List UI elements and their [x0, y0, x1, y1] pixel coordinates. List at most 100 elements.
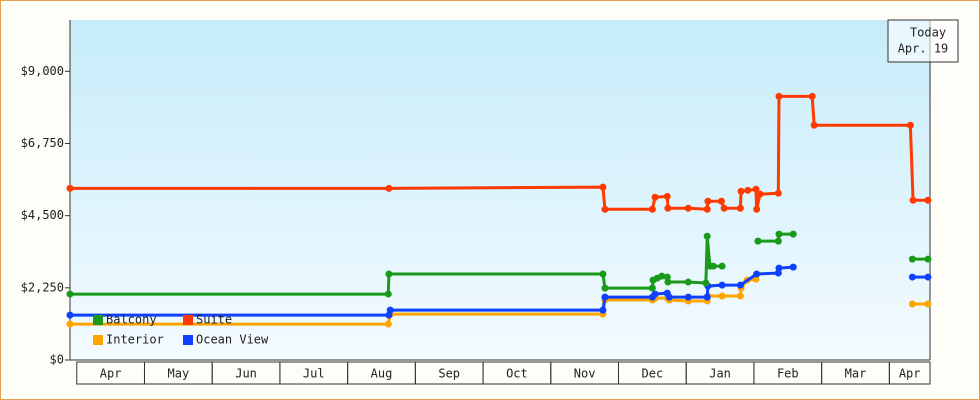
point: [906, 121, 914, 129]
x-tick-label: Sep: [438, 367, 460, 381]
series-line: [758, 232, 794, 243]
point: [744, 186, 752, 194]
series-line: [70, 265, 794, 317]
legend-label: Suite: [196, 313, 232, 327]
point: [384, 320, 392, 328]
point: [709, 262, 717, 270]
legend-swatch: [93, 315, 103, 325]
legend-label: Balcony: [106, 313, 157, 327]
point: [924, 196, 932, 204]
point: [601, 284, 609, 292]
point: [924, 300, 932, 308]
point: [703, 232, 711, 240]
point: [66, 311, 74, 319]
point: [385, 270, 393, 278]
x-tick-label: Jan: [709, 367, 731, 381]
point: [663, 192, 671, 200]
x-tick-label: Jun: [235, 367, 257, 381]
point: [684, 204, 692, 212]
point: [648, 205, 656, 213]
point: [810, 121, 818, 129]
point: [789, 230, 797, 238]
point: [718, 262, 726, 270]
point: [658, 272, 666, 280]
point: [384, 290, 392, 298]
point: [756, 190, 764, 198]
annotation-box: [887, 19, 959, 63]
point: [789, 263, 797, 271]
legend-swatch: [93, 335, 103, 345]
point: [736, 281, 744, 289]
point: [720, 204, 728, 212]
point: [736, 204, 744, 212]
point: [664, 204, 672, 212]
legend-swatch: [183, 335, 193, 345]
legend-label: Ocean View: [196, 333, 269, 347]
point: [66, 320, 74, 328]
today-box: Today Apr. 19: [887, 19, 959, 63]
point: [753, 205, 761, 213]
series-group: [66, 92, 932, 328]
point: [924, 273, 932, 281]
legend-swatch: [183, 315, 193, 325]
point: [599, 183, 607, 191]
plot-area: [70, 20, 930, 360]
point: [908, 300, 916, 308]
point: [909, 196, 917, 204]
point: [718, 281, 726, 289]
point: [774, 237, 782, 245]
point: [737, 187, 745, 195]
annotation: Apr. 19: [898, 42, 949, 56]
x-tick-label: Mar: [845, 367, 867, 381]
annotation: Today: [910, 26, 946, 40]
point: [651, 193, 659, 201]
point: [703, 205, 711, 213]
legend: Balcony Suite Interior Ocean View: [93, 313, 269, 347]
x-tick-label: Feb: [777, 367, 799, 381]
point: [704, 197, 712, 205]
point: [717, 197, 725, 205]
y-tick-label: $9,000: [21, 64, 64, 78]
point: [648, 284, 656, 292]
point: [684, 293, 692, 301]
y-tick-label: $0: [50, 353, 64, 367]
point: [908, 255, 916, 263]
point: [684, 278, 692, 286]
point: [736, 292, 744, 300]
point: [908, 273, 916, 281]
y-tick-label: $4,500: [21, 208, 64, 222]
point: [665, 293, 673, 301]
point: [702, 279, 710, 287]
y-tick-label: $6,750: [21, 136, 64, 150]
point: [753, 270, 761, 278]
point: [774, 189, 782, 197]
legend-label: Interior: [106, 333, 164, 347]
point: [66, 184, 74, 192]
point: [754, 237, 762, 245]
y-tick-label: $2,250: [21, 280, 64, 294]
point: [599, 306, 607, 314]
point: [385, 184, 393, 192]
x-tick-label: Apr: [899, 367, 921, 381]
x-tick-label: Nov: [574, 367, 596, 381]
month-box: [888, 361, 931, 385]
x-tick-label: Jul: [303, 367, 325, 381]
point: [808, 92, 816, 100]
x-tick-label: Dec: [642, 367, 664, 381]
point: [664, 278, 672, 286]
x-tick-label: Apr: [100, 367, 122, 381]
x-tick-label: Oct: [506, 367, 528, 381]
point: [718, 292, 726, 300]
point: [752, 185, 760, 193]
point: [599, 270, 607, 278]
point: [651, 290, 659, 298]
point: [775, 230, 783, 238]
point: [386, 306, 394, 314]
point: [703, 293, 711, 301]
point: [924, 255, 932, 263]
point: [775, 92, 783, 100]
point: [66, 290, 74, 298]
point: [601, 293, 609, 301]
x-tick-label: Aug: [371, 367, 393, 381]
